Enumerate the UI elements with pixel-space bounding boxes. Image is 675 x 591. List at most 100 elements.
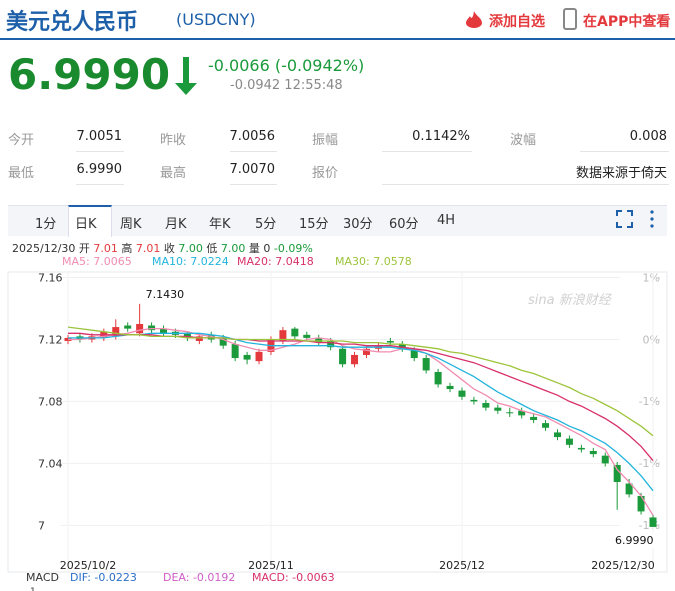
x-tick-label: 2025/12 xyxy=(439,559,485,572)
add-watch[interactable]: 添加自选 xyxy=(489,14,545,30)
candle-body xyxy=(219,337,227,346)
tab[interactable]: 4H xyxy=(437,213,456,228)
candle-body xyxy=(530,416,538,421)
tab[interactable]: 60分 xyxy=(389,217,419,232)
info-part: 7.01 xyxy=(136,242,161,255)
legend-entry: MA30: 7.0578 xyxy=(335,255,412,268)
ohlc-info: 2025/12/30 开 7.01 高 7.01 收 7.00 低 7.00 量… xyxy=(12,241,313,255)
change-sub: -0.0942 12:55:48 xyxy=(230,78,343,93)
tab[interactable]: 日K xyxy=(75,217,97,232)
candle-body xyxy=(470,399,478,402)
candle-body xyxy=(398,344,406,349)
price: 6.9990 xyxy=(8,50,171,99)
watermark: sina 新浪财经 xyxy=(528,292,613,308)
y2-tick-label: -1% xyxy=(639,395,660,408)
stat-rule xyxy=(76,151,124,152)
ma-line xyxy=(67,326,654,437)
info-part: 7.00 xyxy=(178,242,203,255)
y-tick-label: 7.04 xyxy=(38,457,63,470)
info-part: 低 xyxy=(206,242,217,255)
stat-value: 7.0070 xyxy=(229,162,276,177)
y-tick-label: 7 xyxy=(38,519,45,532)
candle-body xyxy=(553,432,561,438)
tab[interactable]: 1分 xyxy=(35,217,57,232)
tab[interactable]: 15分 xyxy=(299,217,329,232)
macd-dif: DIF: -0.0223 xyxy=(70,571,137,584)
info-part: 收 xyxy=(164,241,175,255)
ma-line xyxy=(68,332,654,462)
stat-value: 数据来源于倚天 xyxy=(575,166,667,181)
candle-body xyxy=(410,350,418,359)
info-part: 7.01 xyxy=(93,242,118,255)
y2-tick-label: -1% xyxy=(639,457,660,470)
header-rule xyxy=(0,38,675,40)
candle-body xyxy=(303,334,311,338)
candle-body xyxy=(315,337,323,343)
macd-dea: DEA: -0.0192 xyxy=(163,571,235,584)
info-part: 量 xyxy=(249,242,260,255)
stat-rule xyxy=(382,184,669,185)
annotation: 7.1430 xyxy=(146,288,185,301)
info-part: 开 xyxy=(79,242,90,255)
candle-body xyxy=(482,402,490,408)
legend-entry: MA20: 7.0418 xyxy=(237,255,314,268)
fire-icon xyxy=(466,11,482,28)
plot-frame xyxy=(7,271,668,573)
candle-body xyxy=(422,358,430,371)
candle-body xyxy=(112,327,120,337)
legend-entry: MA5: 7.0065 xyxy=(62,255,132,268)
candle-body xyxy=(279,330,287,342)
stat-label: 昨收 xyxy=(160,133,187,148)
candle-body xyxy=(291,328,299,337)
stat-label: 波幅 xyxy=(510,133,537,148)
legend-entry: MA10: 7.0224 xyxy=(152,255,229,268)
stat-value: 0.008 xyxy=(629,129,667,144)
down-arrow xyxy=(175,57,197,95)
ma-line xyxy=(68,327,654,516)
candle-body xyxy=(637,495,645,512)
candle-body xyxy=(386,341,394,343)
macd-axis: 1 xyxy=(30,587,36,591)
stat-rule xyxy=(230,151,277,152)
candle-body xyxy=(542,423,550,428)
stat-value: 7.0056 xyxy=(229,129,276,144)
candle-body xyxy=(243,354,251,360)
annotation-bg xyxy=(611,532,655,548)
stat-value: 6.9990 xyxy=(76,162,123,177)
tab[interactable]: 30分 xyxy=(343,217,373,232)
tool-icons xyxy=(616,210,654,228)
candle-body xyxy=(160,328,168,334)
candle-body xyxy=(124,325,132,329)
tab[interactable]: 5分 xyxy=(255,217,277,232)
y-tick-label: 7.12 xyxy=(38,333,63,346)
tab[interactable]: 年K xyxy=(209,217,231,232)
y2-tick-label: -1% xyxy=(639,519,660,532)
candle-body xyxy=(625,483,633,495)
stat-label: 报价 xyxy=(312,166,339,181)
candle-body xyxy=(446,385,454,390)
macd-macd: MACD: -0.0063 xyxy=(252,571,335,584)
candle-body xyxy=(207,334,215,340)
tab[interactable]: 月K xyxy=(165,217,187,232)
info-part: 高 xyxy=(121,241,132,255)
chart: 2025/12/30 开 7.01 高 7.01 收 7.00 低 7.00 量… xyxy=(7,241,668,591)
annotation: 6.9990 xyxy=(615,534,654,547)
x-tick-label: 2025/10/2 xyxy=(60,559,116,572)
stat-label: 今开 xyxy=(8,133,35,148)
title: 美元兑人民币 xyxy=(6,10,139,35)
candle-body xyxy=(577,447,585,450)
y2-tick-label: 0% xyxy=(643,333,660,346)
stat-rule xyxy=(580,151,669,152)
ma-line xyxy=(68,332,654,492)
candle-body xyxy=(458,390,466,397)
candle-body xyxy=(327,341,335,348)
candle-body xyxy=(351,354,359,365)
candle-body xyxy=(565,438,573,445)
stat-label: 振幅 xyxy=(312,133,339,148)
app-view[interactable]: 在APP中查看 xyxy=(583,14,671,30)
candle-body xyxy=(649,517,657,527)
tab[interactable]: 周K xyxy=(120,217,142,232)
y2-tick-label: 1% xyxy=(643,272,660,285)
candle-body xyxy=(362,348,370,355)
